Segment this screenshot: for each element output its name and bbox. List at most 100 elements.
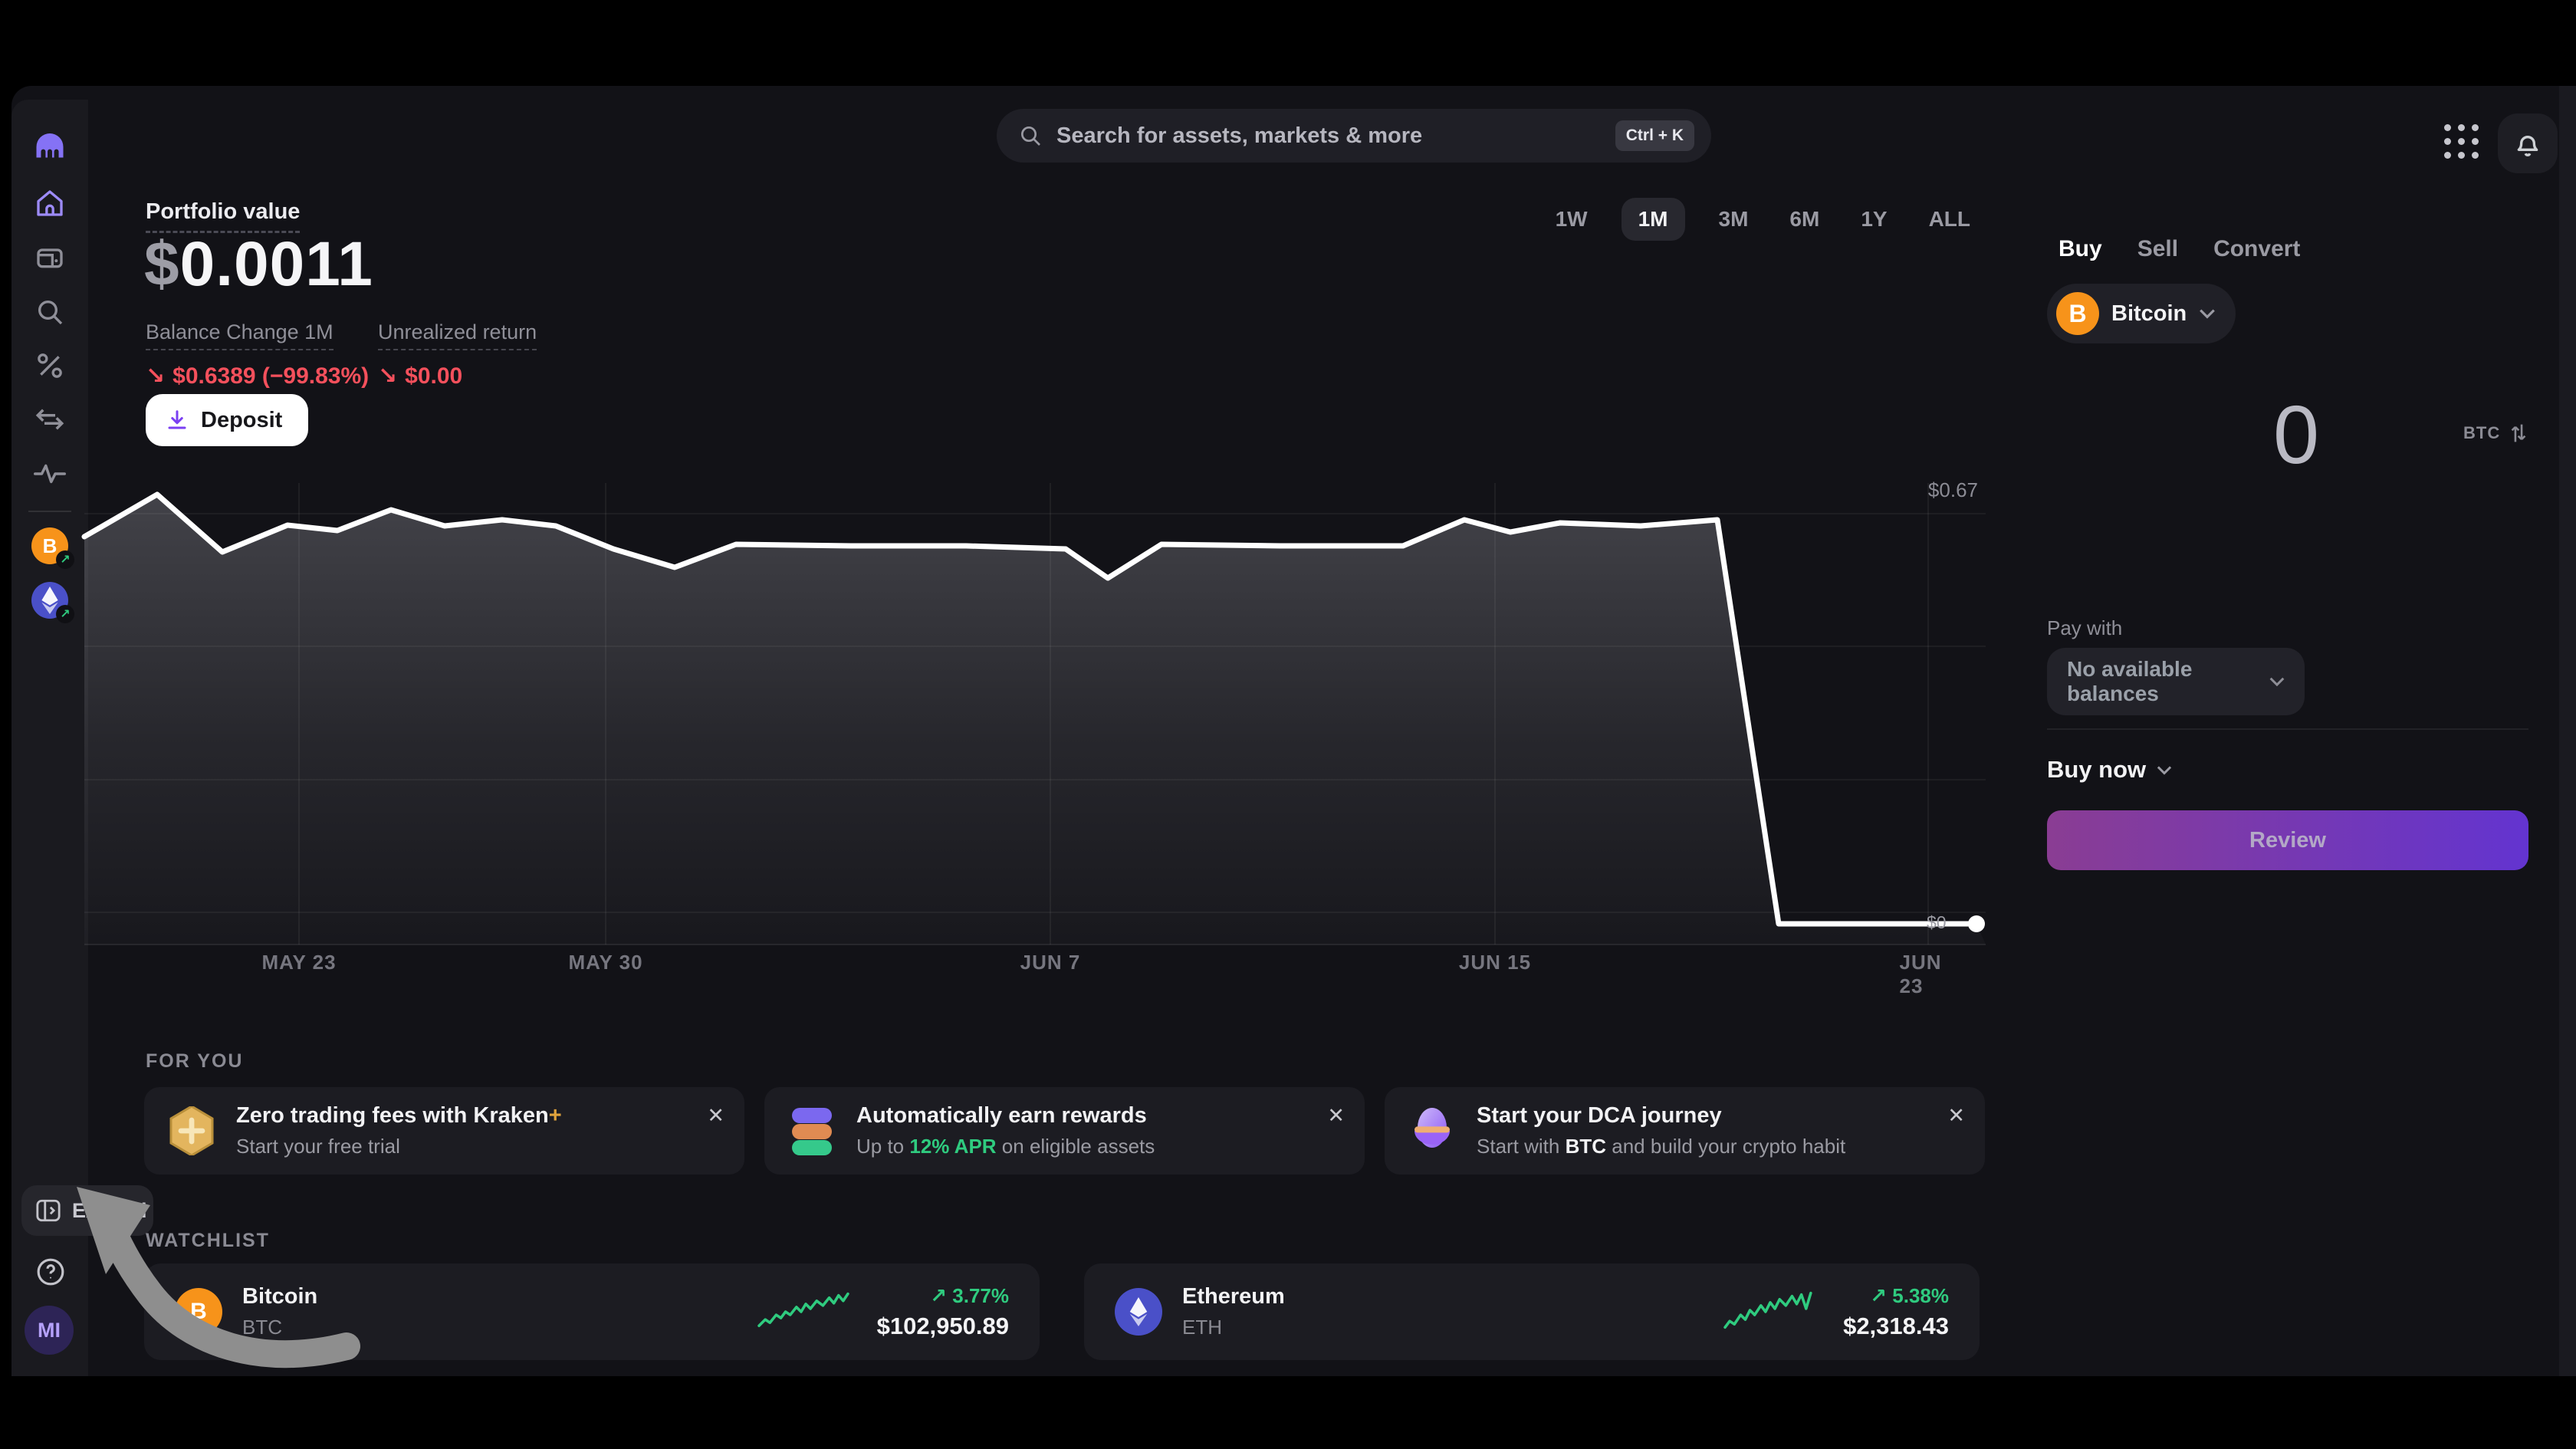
help-button[interactable] — [36, 1257, 65, 1286]
x-tick-label: JUN 23 — [1899, 951, 1942, 997]
close-icon[interactable]: ✕ — [707, 1104, 724, 1127]
sidebar-item-bitcoin[interactable]: B ↗ — [31, 527, 74, 569]
promo-title: Zero trading fees with Kraken+ — [236, 1103, 562, 1128]
unrealized-return-value: $0.00 — [405, 363, 463, 389]
range-1w[interactable]: 1W — [1555, 207, 1588, 231]
chart-end-value-label: $0 — [1927, 912, 1947, 932]
asset-name: Ethereum — [1182, 1284, 1285, 1309]
ethereum-icon — [1115, 1288, 1162, 1336]
sidebar-item-search[interactable] — [25, 288, 74, 337]
x-tick-label: MAY 23 — [261, 951, 337, 974]
down-right-arrow-icon: ↘ — [378, 363, 398, 389]
bitcoin-icon: B — [2056, 292, 2099, 335]
promo-card-dca[interactable]: Start your DCA journey Start with BTC an… — [1385, 1087, 1985, 1175]
sidebar-item-activity[interactable] — [25, 449, 74, 498]
deposit-button[interactable]: Deposit — [146, 394, 309, 446]
user-avatar[interactable]: MI — [25, 1306, 74, 1355]
unrealized-return-stat: Unrealized return ↘ $0.00 — [378, 320, 537, 389]
tab-convert[interactable]: Convert — [2213, 236, 2301, 261]
amount-input[interactable]: 0 — [2272, 388, 2320, 481]
unrealized-return-label: Unrealized return — [378, 320, 537, 350]
search-icon — [38, 301, 63, 325]
sidebar: B ↗ ↗ Expand MI — [12, 100, 153, 1376]
down-right-arrow-icon: ↘ — [146, 363, 166, 389]
kraken-logo-icon[interactable] — [25, 120, 74, 169]
price-up-badge: ↗ — [56, 550, 74, 569]
sidebar-expand-button[interactable]: Expand — [21, 1185, 153, 1236]
chevron-down-icon — [2200, 309, 2216, 319]
panel-divider — [2047, 728, 2528, 730]
asset-price: $2,318.43 — [1843, 1312, 1949, 1339]
x-tick-label: JUN 7 — [1020, 951, 1081, 974]
promo-card-kraken-plus[interactable]: Zero trading fees with Kraken+ Start you… — [144, 1087, 744, 1175]
range-all[interactable]: ALL — [1928, 207, 1970, 231]
sidebar-item-home[interactable] — [25, 179, 74, 228]
balance-change-value: $0.6389 (−99.83%) — [172, 363, 370, 389]
pay-with-value: No available balances — [2067, 657, 2193, 705]
portfolio-value: $0.0011 — [144, 229, 373, 299]
watchlist-item-bitcoin[interactable]: B Bitcoin BTC ↗ 3.77% $102,950.89 — [144, 1263, 1040, 1360]
sidebar-divider — [28, 511, 71, 512]
activity-pulse-icon — [34, 464, 66, 484]
chevron-down-icon — [2269, 677, 2285, 687]
keyboard-shortcut-badge: Ctrl + K — [1615, 120, 1694, 151]
order-type-selector[interactable]: Buy now — [2047, 756, 2172, 784]
portfolio-chart-svg — [81, 483, 1986, 945]
wallet-icon — [37, 248, 63, 268]
for-you-title: FOR YOU — [146, 1050, 244, 1072]
pay-with-selector[interactable]: No available balances — [2047, 648, 2305, 715]
asset-selector[interactable]: B Bitcoin — [2047, 284, 2236, 343]
apps-grid-button[interactable] — [2444, 124, 2479, 159]
kraken-app-window: B ↗ ↗ Expand MI Search for assets, market… — [12, 86, 2576, 1376]
notifications-button[interactable] — [2498, 113, 2558, 173]
sidebar-item-ethereum[interactable]: ↗ — [31, 582, 74, 623]
sidebar-item-earn[interactable] — [25, 341, 74, 390]
range-1y[interactable]: 1Y — [1861, 207, 1888, 231]
search-placeholder: Search for assets, markets & more — [1056, 123, 1423, 148]
scrollbar[interactable] — [2559, 86, 2576, 1376]
for-you-cards: Zero trading fees with Kraken+ Start you… — [144, 1087, 1985, 1175]
egg-cup-icon — [1408, 1106, 1457, 1155]
pay-with-label: Pay with — [2047, 616, 2123, 639]
transfer-arrows-icon — [35, 409, 64, 430]
close-icon[interactable]: ✕ — [1947, 1104, 1965, 1127]
kraken-plus-badge-icon — [167, 1106, 216, 1155]
promo-subtitle: Start with BTC and build your crypto hab… — [1477, 1135, 1846, 1158]
chart-x-axis: MAY 23 MAY 30 JUN 7 JUN 15 JUN 23 — [84, 951, 1986, 997]
expand-label: Expand — [72, 1198, 147, 1222]
unit-label: BTC — [2463, 423, 2501, 442]
deposit-label: Deposit — [201, 407, 283, 432]
portfolio-chart — [81, 483, 1986, 945]
portfolio-value-title: Portfolio value — [146, 199, 301, 233]
price-change: ↗ 3.77% — [930, 1283, 1009, 1307]
range-1m-selected[interactable]: 1M — [1621, 198, 1685, 241]
tab-sell[interactable]: Sell — [2137, 236, 2179, 261]
asset-symbol: BTC — [242, 1316, 282, 1339]
tab-buy[interactable]: Buy — [2058, 236, 2102, 261]
review-button[interactable]: Review — [2047, 810, 2528, 870]
bell-icon — [2517, 136, 2538, 156]
asset-name: Bitcoin — [242, 1284, 318, 1309]
chevron-down-icon — [2157, 765, 2172, 775]
sparkline-chart — [1723, 1291, 1812, 1329]
sidebar-item-wallet[interactable] — [25, 233, 74, 282]
selected-asset-label: Bitcoin — [2111, 301, 2187, 326]
sidebar-item-transfer[interactable] — [25, 395, 74, 444]
promo-title: Automatically earn rewards — [856, 1103, 1147, 1128]
watchlist-item-ethereum[interactable]: Ethereum ETH ↗ 5.38% $2,318.43 — [1084, 1263, 1980, 1360]
price-change: ↗ 5.38% — [1870, 1283, 1949, 1307]
search-bar[interactable]: Search for assets, markets & more Ctrl +… — [997, 109, 1711, 163]
range-6m[interactable]: 6M — [1789, 207, 1820, 231]
bitcoin-icon: B — [175, 1288, 222, 1336]
promo-title: Start your DCA journey — [1477, 1103, 1722, 1128]
sparkline-chart — [757, 1292, 849, 1328]
x-tick-label: JUN 15 — [1458, 951, 1532, 974]
expand-sidebar-icon — [36, 1199, 61, 1222]
time-range-selector: 1W 1M 3M 6M 1Y ALL — [1556, 198, 1978, 241]
close-icon[interactable]: ✕ — [1327, 1104, 1345, 1127]
review-label: Review — [2249, 827, 2326, 853]
unit-selector[interactable]: BTC — [2463, 423, 2528, 443]
x-tick-label: MAY 30 — [568, 951, 643, 974]
promo-card-rewards[interactable]: Automatically earn rewards Up to 12% APR… — [764, 1087, 1365, 1175]
range-3m[interactable]: 3M — [1718, 207, 1749, 231]
